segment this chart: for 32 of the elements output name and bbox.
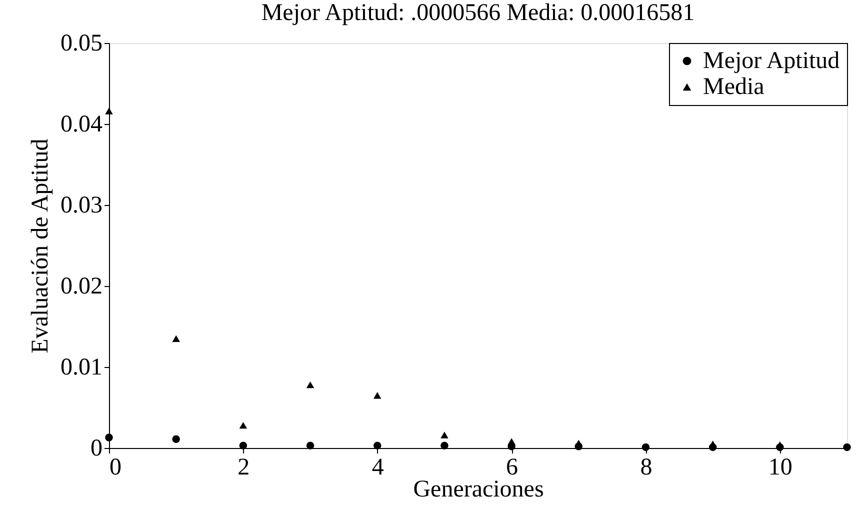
x-tick-label: 4 bbox=[372, 454, 384, 480]
point bbox=[239, 442, 248, 450]
chart-title: Mejor Aptitud: .0000566 Media: 0.00016581 bbox=[261, 0, 695, 26]
point bbox=[440, 432, 448, 438]
legend-label: Media bbox=[703, 74, 765, 100]
point bbox=[239, 422, 248, 429]
y-tick-label: 0.05 bbox=[60, 30, 102, 56]
point bbox=[172, 335, 180, 342]
x-tick-label: 2 bbox=[238, 454, 250, 480]
point bbox=[843, 443, 851, 452]
point bbox=[172, 435, 180, 443]
point bbox=[105, 434, 113, 442]
x-tick-label: 0 bbox=[110, 454, 122, 480]
y-tick-label: 0.02 bbox=[60, 274, 102, 300]
x-tick-label: 10 bbox=[768, 454, 792, 480]
point bbox=[574, 440, 583, 446]
point bbox=[306, 381, 314, 388]
legend-label: Mejor Aptitud bbox=[703, 48, 840, 74]
point bbox=[105, 108, 113, 114]
point bbox=[776, 441, 784, 448]
y-tick-label: 0.04 bbox=[60, 112, 102, 138]
y-tick-label: 0 bbox=[90, 436, 102, 462]
y-axis-title: Evaluación de Aptitud bbox=[28, 138, 54, 354]
point bbox=[642, 443, 650, 452]
point bbox=[508, 438, 516, 445]
x-tick-label: 8 bbox=[640, 454, 652, 480]
point bbox=[440, 442, 448, 450]
point bbox=[373, 392, 382, 399]
y-tick-label: 0.03 bbox=[60, 192, 102, 218]
point bbox=[373, 442, 382, 450]
y-tick-label: 0.01 bbox=[60, 354, 102, 380]
point bbox=[306, 442, 314, 450]
